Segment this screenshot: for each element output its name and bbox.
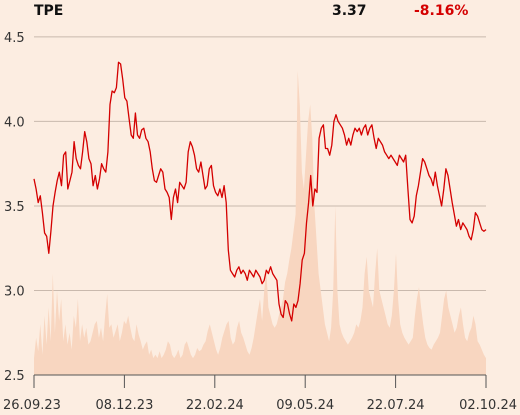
x-tick-label: 22.07.24 — [367, 398, 425, 413]
y-tick-label: 4.0 — [4, 115, 25, 130]
price-line — [33, 61, 487, 322]
x-tick-label: 26.09.23 — [3, 398, 61, 413]
x-tick-label: 02.10.24 — [459, 398, 517, 413]
x-tick-label: 22.02.24 — [186, 398, 244, 413]
y-tick-label: 3.5 — [4, 200, 25, 215]
price-change-percent: -8.16% — [414, 3, 469, 19]
volume-area — [34, 70, 486, 375]
y-tick-label: 4.5 — [4, 31, 25, 46]
x-tick-label: 08.12.23 — [95, 398, 153, 413]
y-tick-label: 2.5 — [4, 369, 25, 384]
ticker-symbol: TPE — [34, 3, 64, 19]
y-tick-label: 3.0 — [4, 284, 25, 299]
x-tick-label: 09.05.24 — [276, 398, 334, 413]
last-price: 3.37 — [332, 3, 367, 19]
